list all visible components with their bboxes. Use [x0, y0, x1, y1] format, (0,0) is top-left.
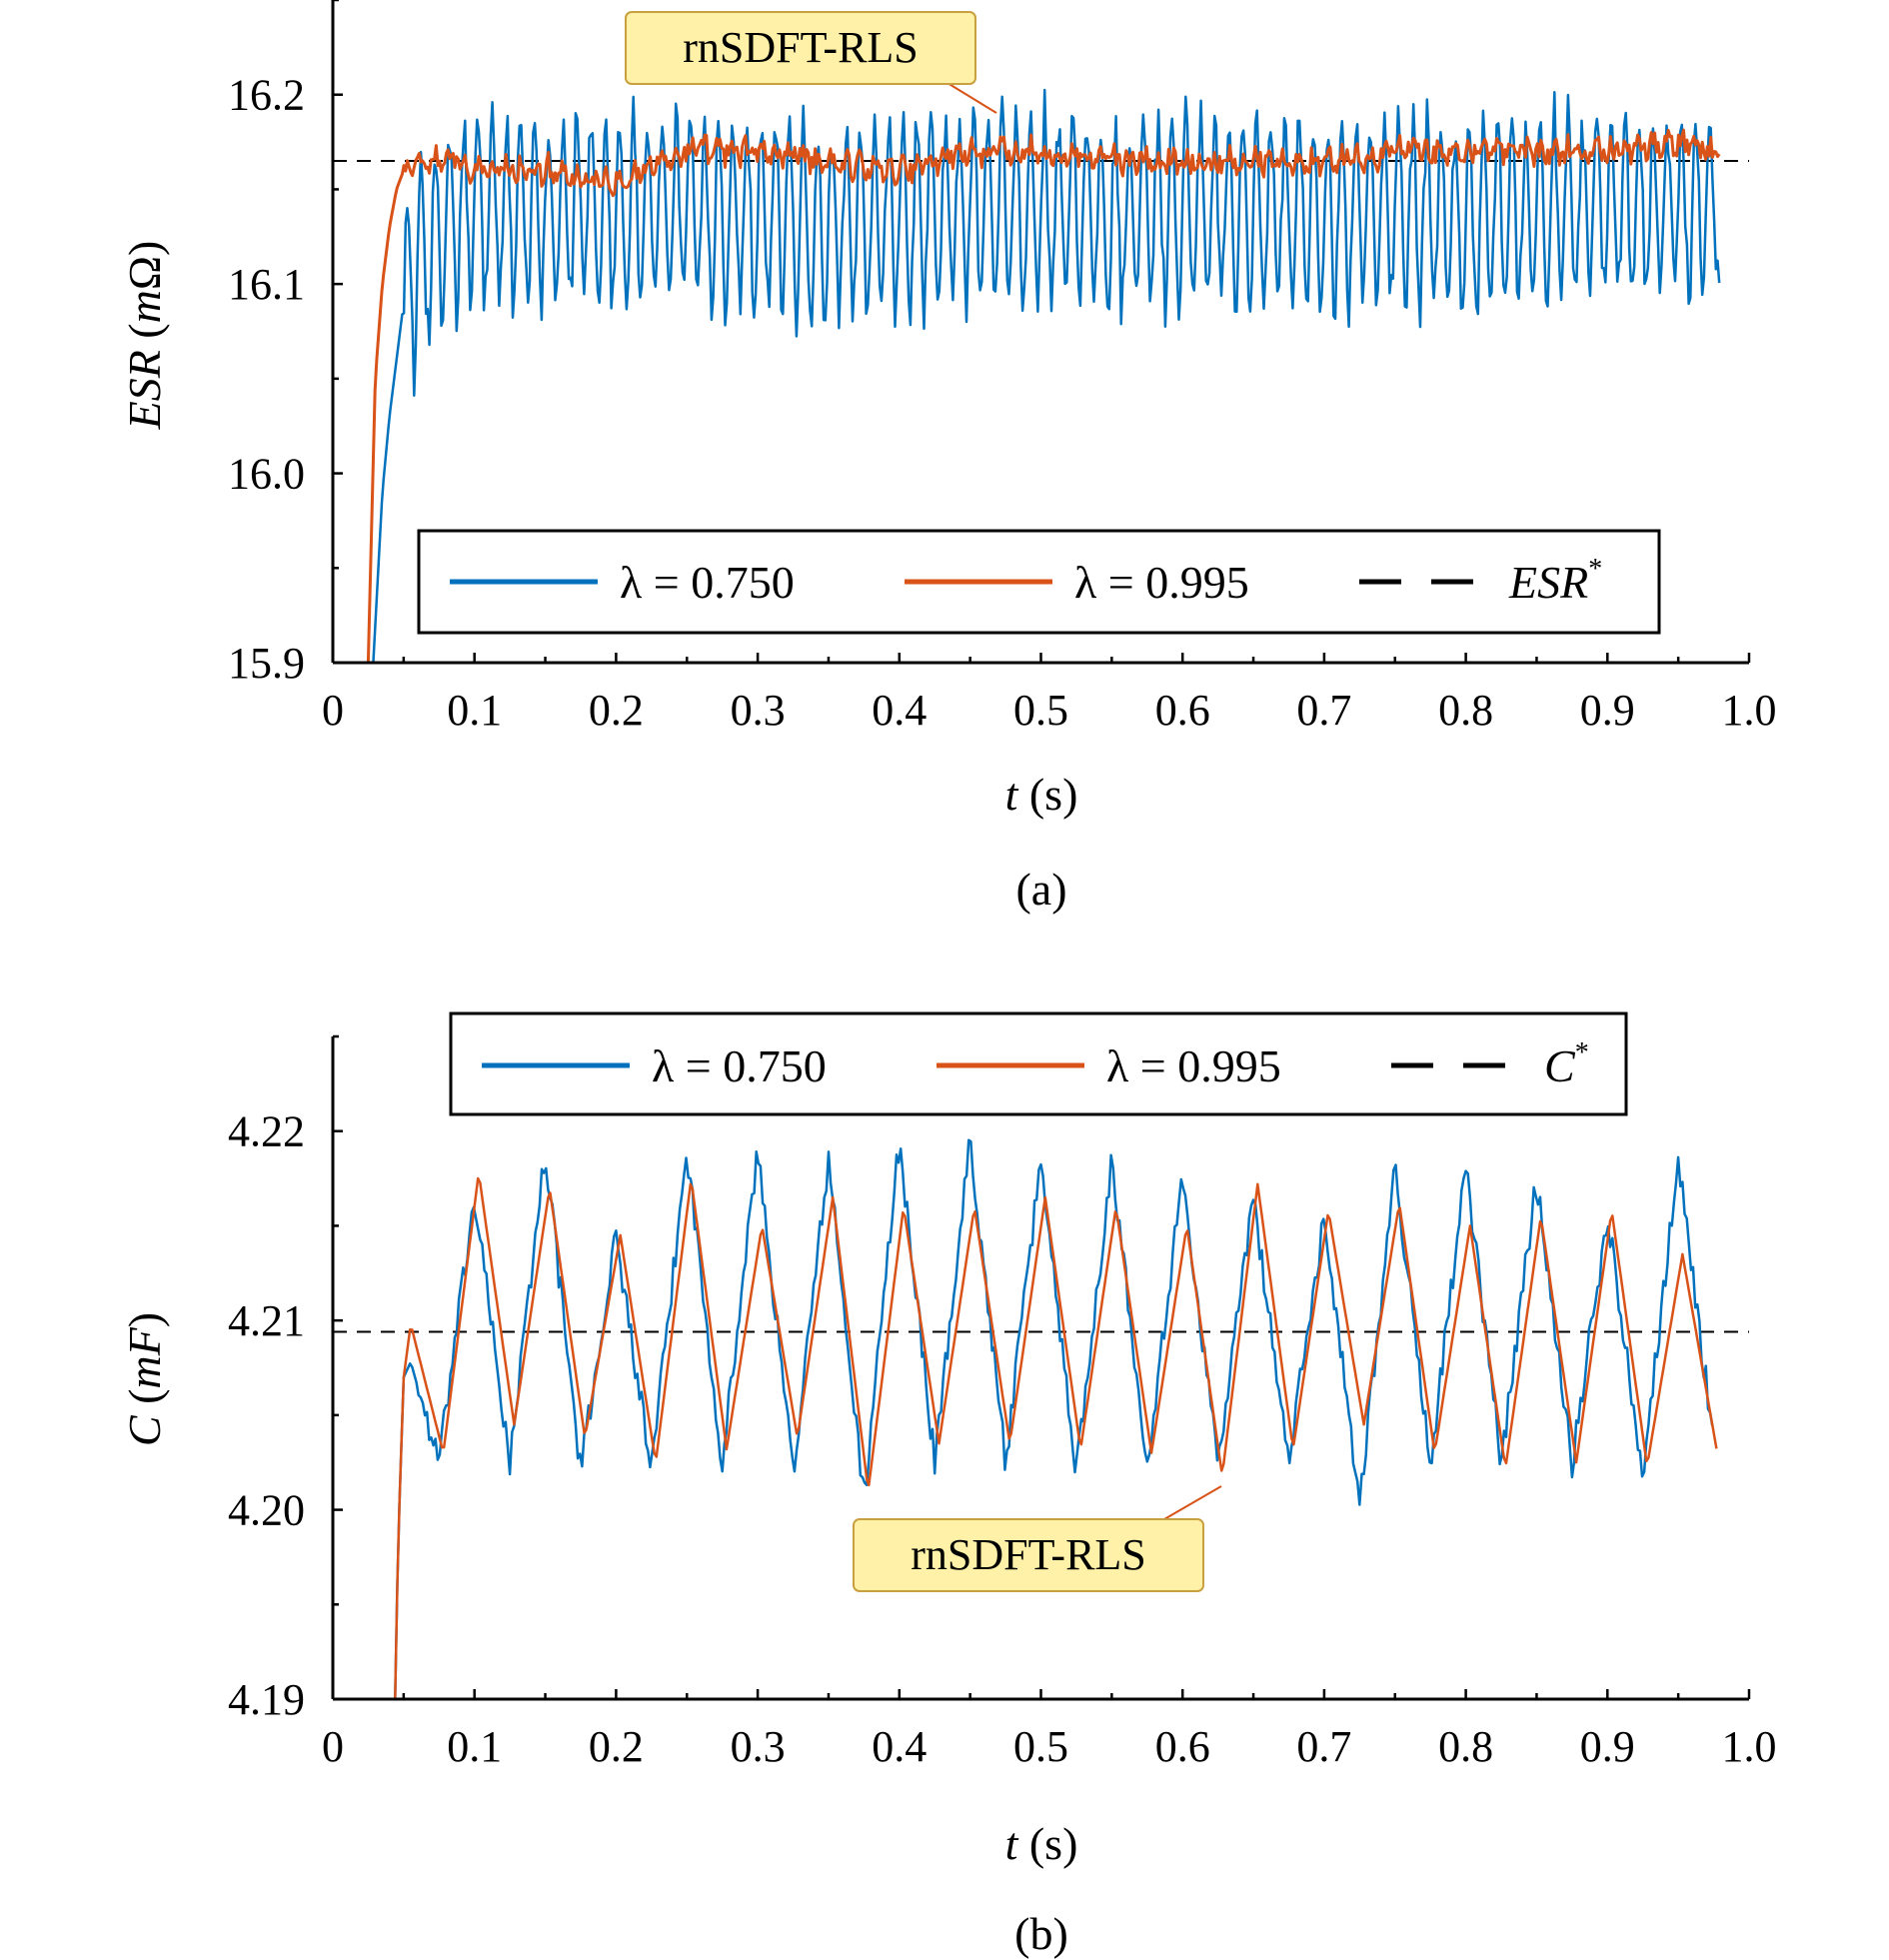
panel-a-caption: (a) [1015, 864, 1066, 915]
panel-b-x-tick-label: 0.1 [447, 1722, 502, 1771]
panel-a-x-tick-label: 0.7 [1296, 686, 1351, 735]
panel-a-x-tick-label: 0.3 [731, 686, 786, 735]
panel-b-y-tick-label: 4.21 [228, 1296, 305, 1345]
panel-a-y-tick-labels: 15.9 16.0 16.1 16.2 [228, 71, 305, 688]
panel-a-x-tick-label: 0.6 [1155, 686, 1210, 735]
panel-a-legend-label-orange: λ = 0.995 [1074, 557, 1249, 608]
panel-b-caption: (b) [1014, 1908, 1068, 1959]
panel-b-x-axis-title: t (s) [1005, 1818, 1078, 1869]
panel-b-legend-label-dashed: C* [1544, 1037, 1589, 1091]
panel-a-series-lambda-0750 [372, 88, 1721, 663]
panel-a-legend: λ = 0.750 λ = 0.995 ESR* [417, 529, 1661, 635]
panel-b-y-tick-labels: 4.19 4.20 4.21 4.22 [228, 1107, 305, 1724]
panel-b-legend-label-blue: λ = 0.750 [652, 1040, 827, 1091]
panel-b-callout-leader [1163, 1485, 1222, 1520]
panel-a-axes [331, 0, 1751, 665]
panel-b-callout-text: rnSDFT-RLS [911, 1530, 1146, 1579]
panel-a-x-tick-label: 0.4 [872, 686, 927, 735]
panel-b-y-tick-label: 4.20 [228, 1486, 305, 1535]
panel-b-legend-label-orange: λ = 0.995 [1106, 1040, 1281, 1091]
panel-a-y-tick-label: 16.2 [228, 71, 305, 120]
panel-a-x-tick-label: 0.8 [1438, 686, 1493, 735]
panel-a-x-axis-title: t (s) [1005, 769, 1078, 820]
panel-a-x-tick-labels: 0 0.1 0.2 0.3 0.4 0.5 0.6 0.7 0.8 0.9 1.0 [322, 686, 1777, 735]
panel-b-x-tick-label: 0.4 [872, 1722, 927, 1771]
panel-a-y-tick-label: 15.9 [228, 639, 305, 688]
panel-b-callout-box [853, 1518, 1204, 1592]
panel-a-series-lambda-0995 [366, 128, 1721, 663]
panel-a-x-tick-label: 0.2 [589, 686, 644, 735]
panel-b-series-lambda-0750 [394, 1138, 1714, 1699]
panel-a-plot-area [333, 88, 1749, 663]
panel-a-legend-label-dashed: ESR* [1508, 554, 1602, 608]
panel-a-x-tick-label: 0.9 [1580, 686, 1635, 735]
panel-b-x-tick-label: 0.9 [1580, 1722, 1635, 1771]
panel-a-legend-label-blue: λ = 0.750 [620, 557, 795, 608]
panel-b-x-tick-label: 0 [322, 1722, 344, 1771]
panel-a-callout: rnSDFT-RLS [625, 11, 997, 114]
panel-b-axes [331, 1034, 1751, 1701]
panel-a-x-tick-label: 0.5 [1013, 686, 1068, 735]
panel-b-x-tick-label: 0.7 [1296, 1722, 1351, 1771]
panel-a-y-tick-label: 16.0 [228, 450, 305, 499]
panel-b-x-tick-label: 0.8 [1438, 1722, 1493, 1771]
panel-b-x-tick-label: 0.5 [1013, 1722, 1068, 1771]
panel-a-x-tick-label: 0.1 [447, 686, 502, 735]
panel-a-series-group [333, 88, 1749, 663]
panel-b-x-tick-label: 1.0 [1722, 1722, 1777, 1771]
panel-a-y-tick-label: 16.1 [228, 260, 305, 309]
panel-b-plot-area [333, 1138, 1749, 1699]
panel-b-capacitance-chart: 0 0.1 0.2 0.3 0.4 0.5 0.6 0.7 0.8 0.9 1.0 4.19 4.20… [119, 1011, 1777, 1959]
panel-a-y-axis-title: ESR (mΩ) [119, 241, 170, 431]
panel-b-x-tick-labels: 0 0.1 0.2 0.3 0.4 0.5 0.6 0.7 0.8 0.9 1.0 [322, 1722, 1777, 1771]
panel-b-series-lambda-0995 [394, 1176, 1718, 1699]
panel-b-callout: rnSDFT-RLS [853, 1485, 1222, 1592]
panel-b-x-tick-label: 0.2 [589, 1722, 644, 1771]
panel-b-series-group [333, 1138, 1749, 1699]
panel-b-x-tick-label: 0.3 [731, 1722, 786, 1771]
panel-b-y-axis-title: C (mF) [119, 1312, 170, 1446]
panel-a-callout-text: rnSDFT-RLS [683, 23, 919, 72]
panel-a-esr-chart: 0 0.1 0.2 0.3 0.4 0.5 0.6 0.7 0.8 0.9 1.0 15.9 16.0… [119, 0, 1777, 915]
panel-b-y-tick-label: 4.19 [228, 1675, 305, 1724]
panel-b-y-tick-label: 4.22 [228, 1107, 305, 1156]
panel-a-x-tick-label: 0 [322, 686, 344, 735]
panel-b-x-tick-label: 0.6 [1155, 1722, 1210, 1771]
panel-b-legend: λ = 0.750 λ = 0.995 C* [449, 1011, 1628, 1116]
panel-a-x-tick-label: 1.0 [1722, 686, 1777, 735]
panel-a-callout-box [625, 11, 976, 85]
